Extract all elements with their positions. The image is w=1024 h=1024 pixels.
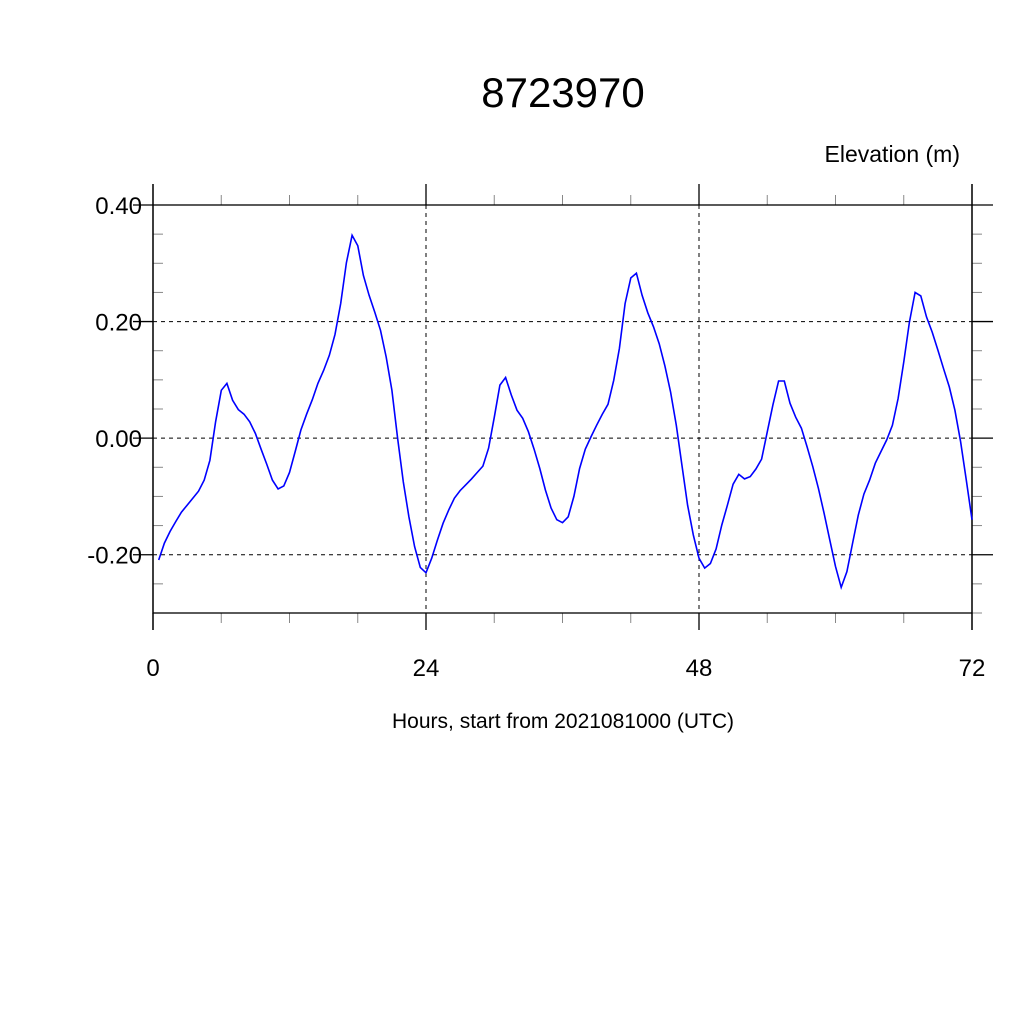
- x-tick-label: 72: [959, 655, 986, 682]
- y-tick-label: 0.40: [95, 193, 142, 220]
- series-line: [157, 232, 973, 591]
- axis-ticks: [133, 184, 993, 630]
- grid-lines: [152, 204, 973, 613]
- chart-title: 8723970: [481, 69, 645, 116]
- y-tick-label: 0.20: [95, 310, 142, 337]
- y-tick-label: 0.00: [95, 426, 142, 453]
- x-tick-label: 24: [413, 655, 440, 682]
- plot-frame: [152, 204, 973, 614]
- y-tick-label: -0.20: [87, 543, 142, 570]
- x-tick-label: 0: [146, 655, 159, 682]
- tick-labels: 0 24 48 72 -0.20 0.00 0.20 0.40: [87, 193, 985, 682]
- x-axis-label: Hours, start from 2021081000 (UTC): [392, 710, 734, 733]
- x-tick-label: 48: [686, 655, 713, 682]
- y-axis-label: Elevation (m): [825, 141, 960, 167]
